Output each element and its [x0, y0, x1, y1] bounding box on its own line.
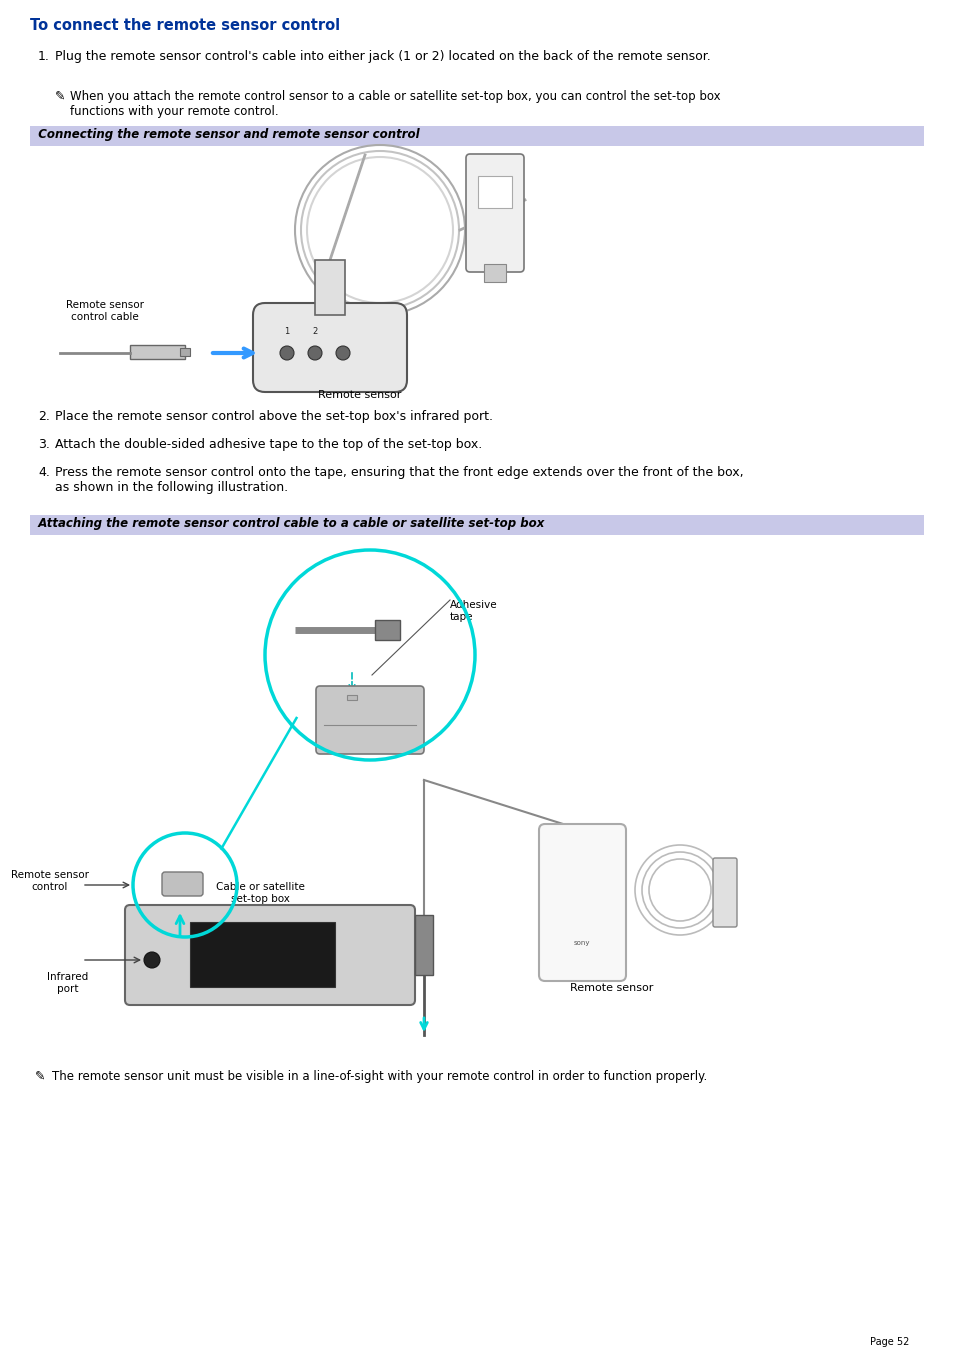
Text: The remote sensor unit must be visible in a line-of-sight with your remote contr: The remote sensor unit must be visible i…	[52, 1070, 706, 1084]
Bar	[347, 694, 356, 700]
Bar	[477, 176, 512, 208]
FancyBboxPatch shape	[538, 824, 625, 981]
Text: Attaching the remote sensor control cable to a cable or satellite set-top box: Attaching the remote sensor control cabl…	[30, 517, 544, 530]
Text: Attach the double-sided adhesive tape to the top of the set-top box.: Attach the double-sided adhesive tape to…	[55, 438, 482, 451]
Text: ✎: ✎	[35, 1070, 46, 1084]
Text: 1: 1	[284, 327, 290, 336]
Bar	[483, 263, 505, 282]
Text: 1.: 1.	[38, 50, 50, 63]
Text: Plug the remote sensor control's cable into either jack (1 or 2) located on the : Plug the remote sensor control's cable i…	[55, 50, 710, 63]
Text: Adhesive
tape: Adhesive tape	[450, 600, 497, 621]
Text: Infrared
port: Infrared port	[48, 971, 89, 993]
Text: Remote sensor
control: Remote sensor control	[11, 870, 89, 892]
Circle shape	[335, 346, 350, 359]
Text: Place the remote sensor control above the set-top box's infrared port.: Place the remote sensor control above th…	[55, 409, 493, 423]
Text: 4.: 4.	[38, 466, 50, 480]
Bar	[314, 259, 345, 315]
FancyBboxPatch shape	[712, 858, 737, 927]
Circle shape	[144, 952, 160, 969]
FancyBboxPatch shape	[315, 686, 423, 754]
Circle shape	[280, 346, 294, 359]
FancyBboxPatch shape	[465, 154, 523, 272]
Bar	[130, 345, 185, 359]
Text: Remote sensor: Remote sensor	[570, 984, 653, 993]
Text: Press the remote sensor control onto the tape, ensuring that the front edge exte: Press the remote sensor control onto the…	[55, 466, 742, 494]
FancyBboxPatch shape	[125, 905, 415, 1005]
Bar	[190, 921, 335, 988]
Text: 2: 2	[312, 327, 317, 336]
Text: Connecting the remote sensor and remote sensor control: Connecting the remote sensor and remote …	[30, 128, 419, 141]
Text: 2.: 2.	[38, 409, 50, 423]
Circle shape	[308, 346, 322, 359]
Bar	[375, 620, 399, 640]
Text: Cable or satellite
set-top box: Cable or satellite set-top box	[215, 882, 304, 904]
Text: Remote sensor
control cable: Remote sensor control cable	[66, 300, 144, 322]
Bar	[180, 349, 190, 357]
Bar	[30, 515, 923, 535]
Text: To connect the remote sensor control: To connect the remote sensor control	[30, 18, 340, 32]
Text: Remote sensor: Remote sensor	[318, 390, 401, 400]
Text: 3.: 3.	[38, 438, 50, 451]
Text: ✎: ✎	[55, 91, 66, 103]
Text: Page 52: Page 52	[869, 1337, 908, 1347]
Bar	[30, 126, 923, 146]
Text: sony: sony	[573, 940, 590, 946]
FancyBboxPatch shape	[162, 871, 203, 896]
Bar	[415, 915, 433, 975]
Text: When you attach the remote control sensor to a cable or satellite set-top box, y: When you attach the remote control senso…	[70, 91, 720, 118]
FancyBboxPatch shape	[253, 303, 407, 392]
